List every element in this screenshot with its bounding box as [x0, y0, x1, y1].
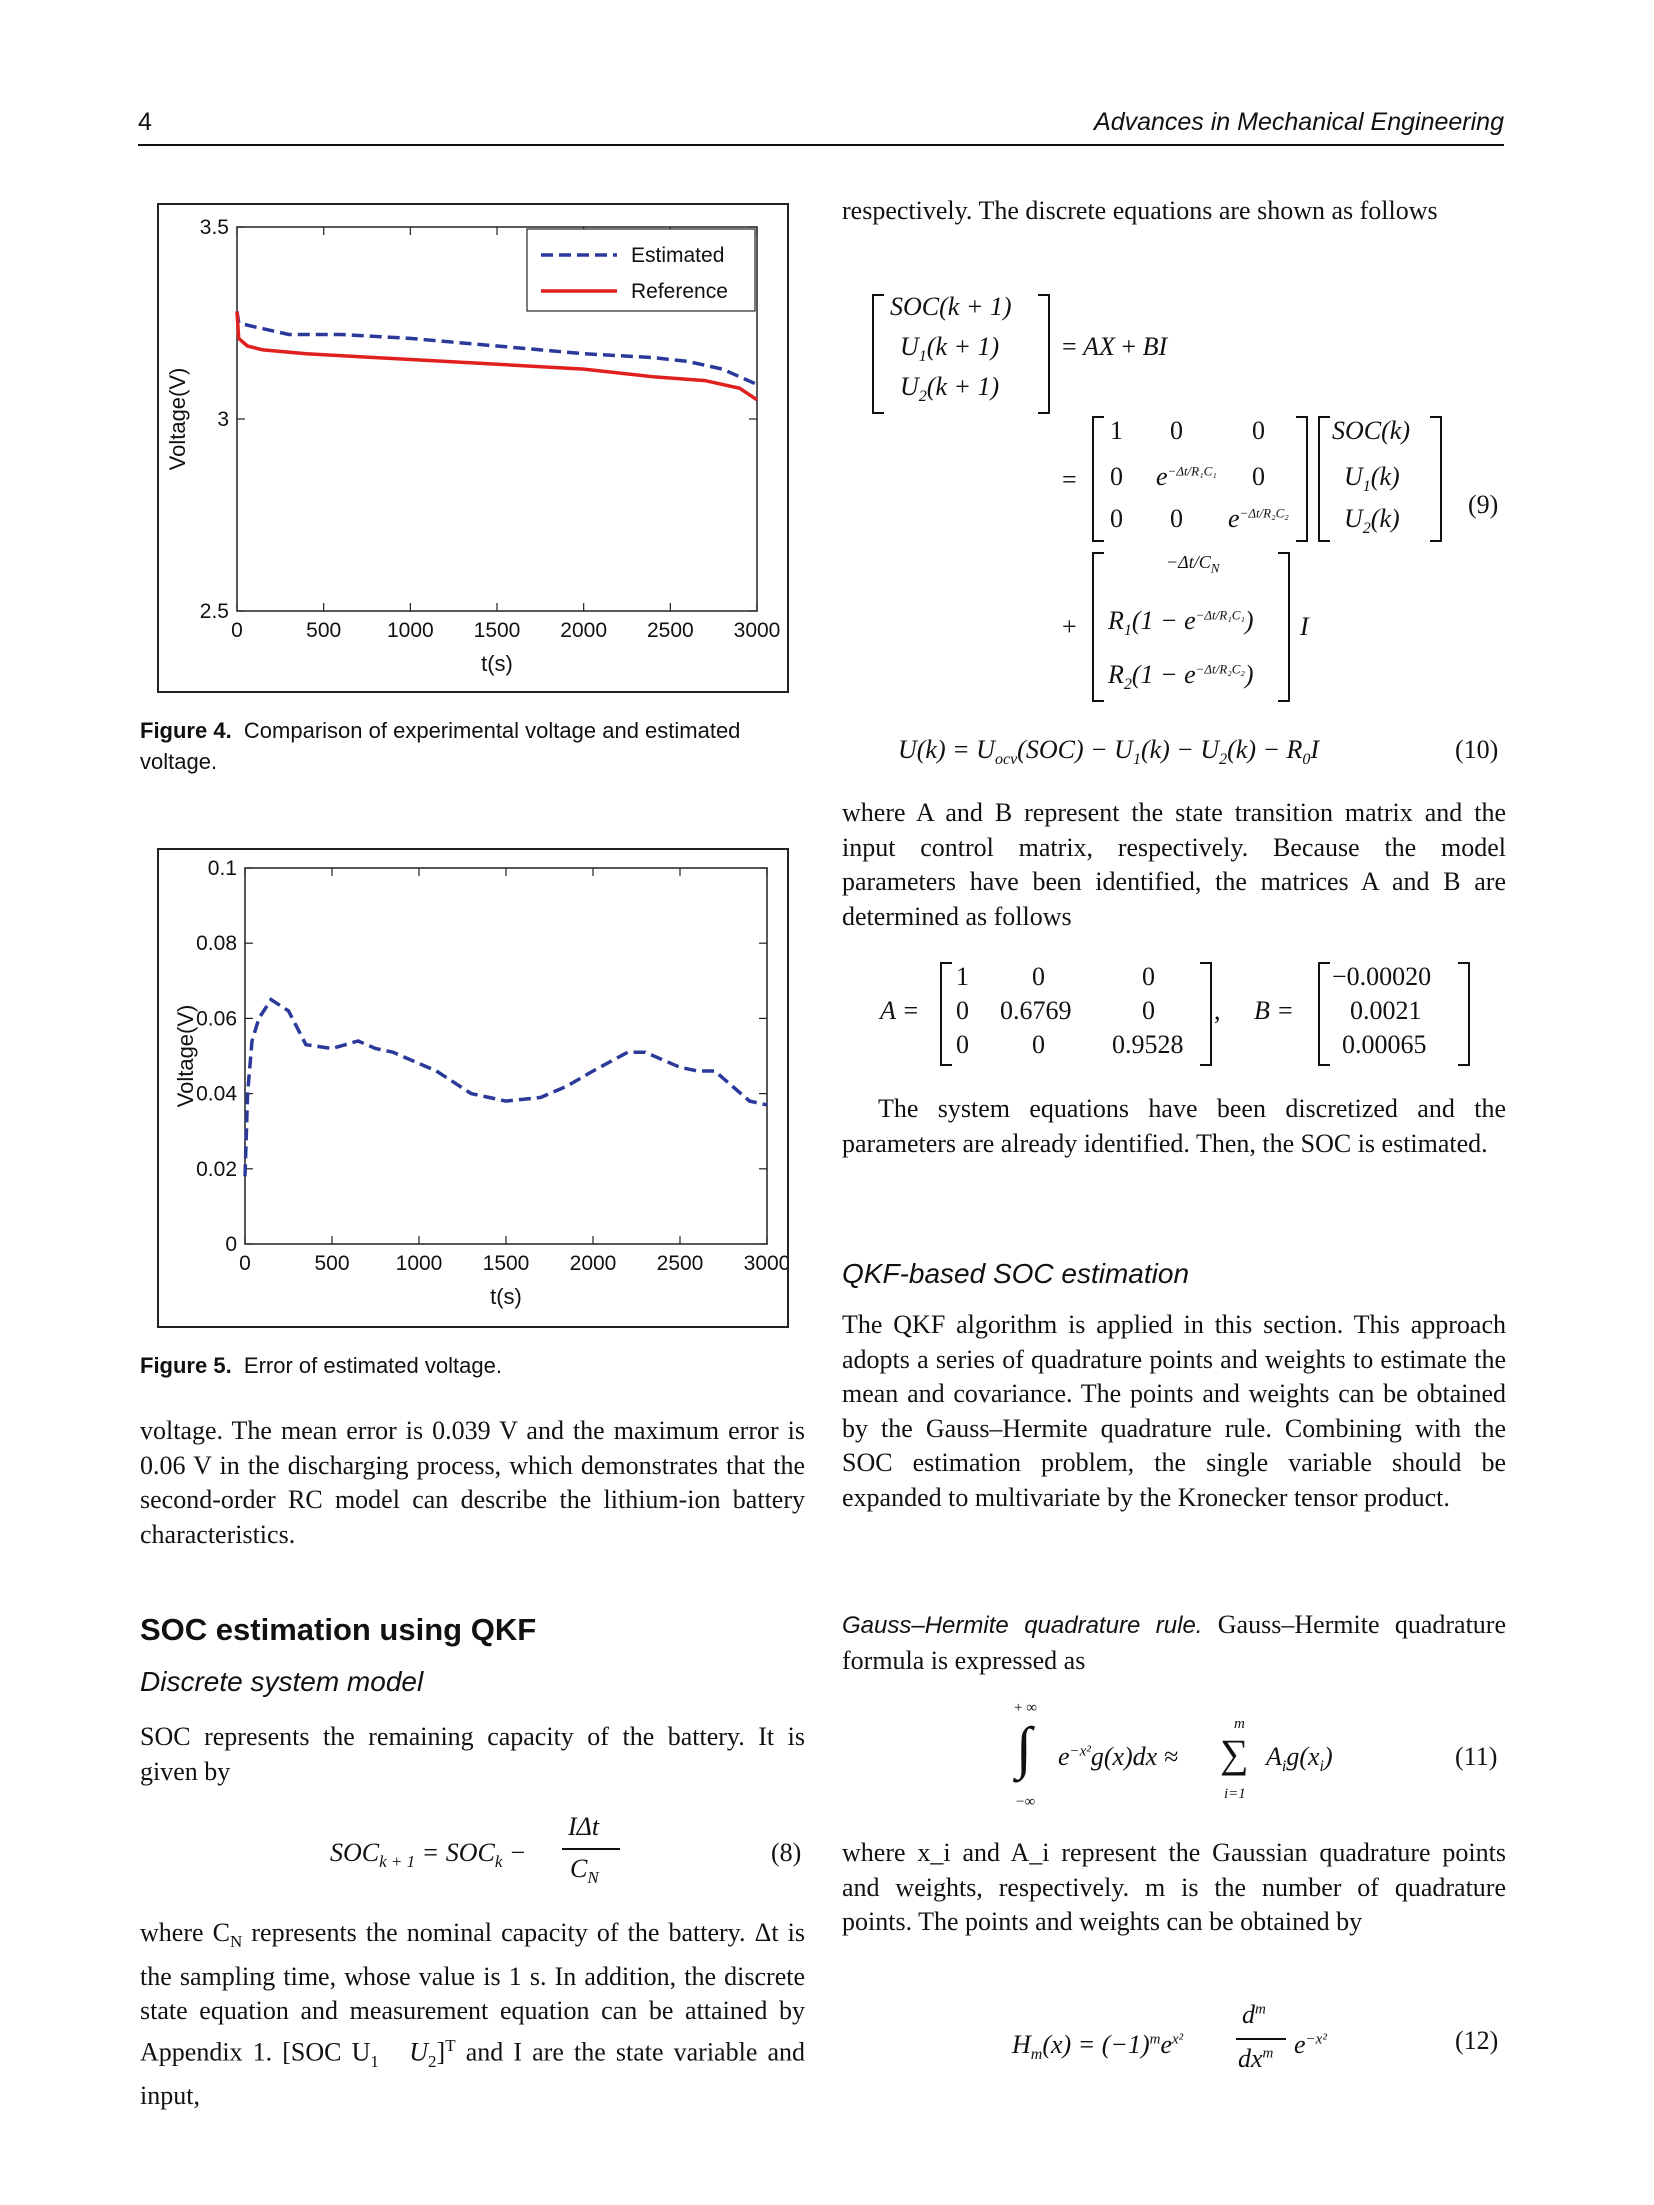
figure-4-caption-text: Comparison of experimental voltage and e…: [140, 718, 741, 774]
right-para-6: where x_i and A_i represent the Gaussian…: [842, 1838, 1506, 1936]
equation-12-number: (12): [1455, 2026, 1499, 2055]
fig4-legend-box: [526, 228, 756, 312]
fig4-xlabel: t(s): [481, 651, 513, 676]
subsection-discrete-model: Discrete system model: [140, 1666, 424, 1697]
fig4-ylabel: Voltage(V): [165, 368, 190, 471]
matrix-a-r0c2: 0: [1142, 962, 1155, 991]
subsection-qkf: QKF-based SOC estimation: [842, 1258, 1190, 1289]
matrix-a-r2c1: 0: [1032, 1030, 1045, 1059]
left-para-3: where CN represents the nominal capacity…: [140, 1918, 806, 2111]
fig5-ytick-label: 0.08: [196, 932, 237, 955]
equation-10: U(k) = Uocv(SOC) − U1(k) − U2(k) − R0I: [898, 735, 1320, 769]
equation-9-number: (9): [1468, 490, 1499, 519]
matrix-a-r2c0: 0: [956, 1030, 969, 1059]
figure-5-caption-label: Figure 5.: [140, 1353, 232, 1378]
matrix-a-r0c0: 1: [956, 962, 969, 991]
fig4-ytick-label: 3: [217, 408, 229, 431]
fig4-xtick-label: 1000: [387, 619, 434, 642]
right-para-1: respectively. The discrete equations are…: [842, 196, 1438, 225]
right-para-3: The system equations have been discretiz…: [842, 1094, 1506, 1158]
fig5-xtick-label: 1500: [483, 1252, 530, 1275]
fig5-plot-area: [244, 867, 768, 1245]
equation-10-number: (10): [1455, 735, 1499, 764]
fig4-xtick-label: 2500: [647, 619, 694, 642]
matrix-a-r2c2: 0.9528: [1112, 1030, 1184, 1059]
matrix-a-r1c0: 0: [956, 996, 969, 1025]
figure-4: 0 500 1000 1500 2000 2500 3000 2.5 3 3.5 t(s) Volta…: [157, 203, 789, 693]
header-rule: [138, 144, 1504, 146]
right-para-4: The QKF algorithm is applied in this sec…: [842, 1310, 1506, 1512]
run-heading-gauss-hermite: Gauss–Hermite quadrature rule.: [842, 1612, 1203, 1639]
fig4-ytick-label: 3.5: [200, 216, 229, 239]
right-para-5: Gauss–Hermite quadrature rule. Gauss–Her…: [842, 1608, 1506, 1678]
figure-4-caption: Figure 4. Comparison of experimental vol…: [140, 715, 800, 777]
fig5-ylabel: Voltage(V): [173, 1005, 198, 1108]
matrix-a-r0c1: 0: [1032, 962, 1045, 991]
fig5-ytick-label: 0.04: [196, 1083, 237, 1106]
fig4-xtick-label: 3000: [734, 619, 781, 642]
figure-5-chart: 0 500 1000 1500 2000 2500 3000 0 0.02 0.04 0.06 0.0…: [173, 857, 790, 1309]
fig5-ytick-label: 0.02: [196, 1158, 237, 1181]
fig5-ytick-label: 0.06: [196, 1007, 237, 1030]
fig4-legend-label: Reference: [631, 280, 728, 303]
equation-12: Hm(x) = (−1)mex² dm dxm e−x²: [1012, 2000, 1327, 2073]
figure-5-caption: Figure 5. Error of estimated voltage.: [140, 1350, 800, 1381]
equation-matrices: A = 1 0 0 0 0.6769 0 0 0 0.9528 , B = −0…: [880, 960, 1520, 1070]
equation-11: + ∞ ∫ −∞ e−x²g(x)dx ≈ m ∑ i=1 Aig(xi): [1014, 1700, 1333, 1810]
left-para-3-b: represents the nominal capacity of the b…: [140, 1918, 806, 2067]
figure-5-caption-text: Error of estimated voltage.: [243, 1353, 502, 1378]
figure-5: 0 500 1000 1500 2000 2500 3000 0 0.02 0.04 0.06 0.0…: [157, 848, 790, 1328]
fig5-xtick-label: 1000: [396, 1252, 443, 1275]
fig5-xtick-label: 500: [314, 1252, 349, 1275]
page-number: 4: [138, 108, 152, 136]
matrix-a-r1c1: 0.6769: [1000, 996, 1072, 1025]
fig4-xtick-label: 2000: [560, 619, 607, 642]
equation-8-number: (8): [771, 1838, 802, 1867]
figure-4-chart: 0 500 1000 1500 2000 2500 3000 2.5 3 3.5 t(s) Volta…: [165, 216, 781, 676]
equation-9: SOC(k + 1) U1(k + 1) U2(k + 1) = AX + BI…: [870, 290, 1510, 710]
fig4-xtick-label: 1500: [474, 619, 521, 642]
matrix-a-r1c2: 0: [1142, 996, 1155, 1025]
fig4-series-0-line: [235, 311, 758, 387]
left-para-2: SOC represents the remaining capacity of…: [140, 1722, 805, 1786]
equation-8: SOCk + 1 = SOCk − IΔt CN: [330, 1812, 630, 1892]
journal-title: Advances in Mechanical Engineering: [1094, 108, 1504, 136]
fig5-series-0-line: [243, 997, 768, 1177]
fig4-xtick-label: 500: [306, 619, 341, 642]
fig5-xtick-label: 2000: [570, 1252, 617, 1275]
right-para-5-text: Gauss–Hermite quadrature formula is expr…: [842, 1610, 1506, 1675]
fig5-ytick-label: 0: [225, 1233, 237, 1256]
fig5-ytick-label: 0.1: [208, 857, 237, 880]
figure-4-caption-label: Figure 4.: [140, 718, 232, 743]
right-para-2: where A and B represent the state transi…: [842, 798, 1506, 931]
section-heading: SOC estimation using QKF: [140, 1612, 537, 1647]
matrix-b-r0: −0.00020: [1332, 962, 1432, 991]
matrix-b-r1: 0.0021: [1350, 996, 1422, 1025]
left-para-1: voltage. The mean error is 0.039 V and t…: [140, 1416, 805, 1549]
left-para-3-sub: N: [229, 1932, 243, 1952]
left-para-3-c: and I are the state variable and input,: [140, 2037, 806, 2111]
fig5-xtick-label: 3000: [744, 1252, 787, 1275]
fig5-xtick-label: 2500: [657, 1252, 704, 1275]
fig4-ytick-label: 2.5: [200, 600, 229, 623]
left-para-3-a: where C: [140, 1918, 230, 1947]
fig5-xlabel: t(s): [490, 1284, 522, 1309]
fig4-legend-label: Estimated: [631, 244, 724, 267]
fig4-series-1-line: [235, 311, 758, 402]
matrix-b-r2: 0.00065: [1342, 1030, 1427, 1059]
equation-11-number: (11): [1455, 1742, 1498, 1771]
fig4-xtick-label: 0: [231, 619, 243, 642]
fig5-xtick-label: 0: [239, 1252, 251, 1275]
